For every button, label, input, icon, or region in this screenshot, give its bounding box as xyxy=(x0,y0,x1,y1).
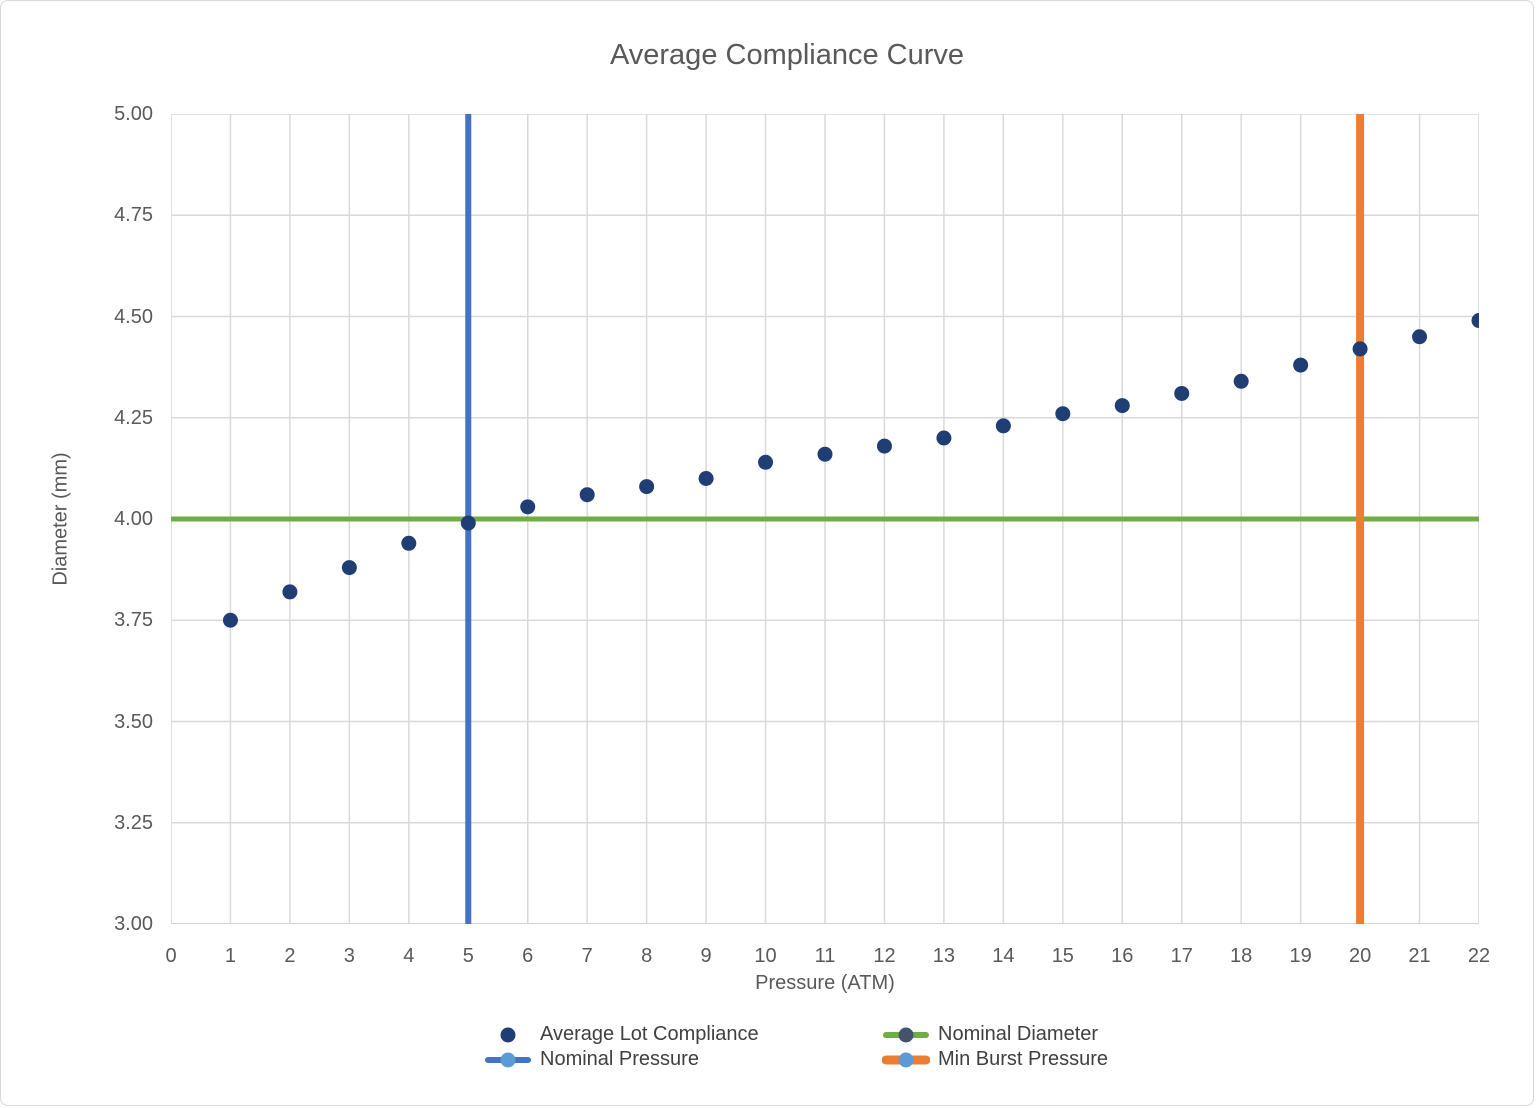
x-tick-label: 15 xyxy=(1051,945,1074,967)
x-tick-label: 18 xyxy=(1230,945,1253,967)
legend-label: Nominal Diameter xyxy=(938,1023,1099,1045)
y-tick-label: 5.00 xyxy=(114,103,153,125)
data-point xyxy=(1114,398,1130,414)
data-point xyxy=(758,454,774,470)
plot-area xyxy=(171,114,1479,924)
y-tick-label: 3.50 xyxy=(114,710,153,733)
x-tick-label: 11 xyxy=(814,945,836,967)
y-tick-label: 4.00 xyxy=(114,508,153,530)
data-point xyxy=(1412,329,1428,345)
data-point xyxy=(460,515,476,531)
x-tick-label: 13 xyxy=(932,945,956,967)
x-tick-label: 2 xyxy=(284,945,296,967)
x-tick-label: 5 xyxy=(462,945,474,967)
x-tick-label: 8 xyxy=(641,945,653,967)
legend-label: Min Burst Pressure xyxy=(938,1048,1109,1070)
data-point xyxy=(222,612,238,628)
line-marker-icon xyxy=(882,1027,930,1043)
x-tick-label: 14 xyxy=(992,945,1015,967)
y-tick-label: 4.75 xyxy=(114,204,153,227)
data-point xyxy=(1352,341,1368,357)
legend-item-nominal-pressure: Nominal Pressure xyxy=(484,1047,882,1072)
x-tick-label: 9 xyxy=(700,945,712,967)
legend-item-average-lot-compliance: Average Lot Compliance xyxy=(484,1022,882,1047)
scatter-marker-icon xyxy=(484,1027,532,1043)
x-tick-label: 21 xyxy=(1408,945,1431,967)
x-tick-label: 4 xyxy=(403,945,415,967)
data-point xyxy=(817,446,833,462)
data-point xyxy=(639,479,655,495)
y-tick-label: 3.25 xyxy=(114,811,153,834)
y-tick-label: 3.00 xyxy=(114,913,153,935)
legend-item-min-burst-pressure: Min Burst Pressure xyxy=(881,1047,1109,1072)
x-tick-label: 6 xyxy=(522,945,534,967)
data-point xyxy=(698,471,714,486)
chart-legend: Average Lot Compliance Nominal Diameter No… xyxy=(484,1022,1108,1072)
data-point xyxy=(1233,373,1249,389)
data-point xyxy=(1055,406,1071,422)
chart-title: Average Compliance Curve xyxy=(609,39,965,71)
data-point xyxy=(1293,357,1309,373)
data-point xyxy=(579,487,595,503)
legend-item-nominal-diameter: Nominal Diameter xyxy=(882,1022,1108,1047)
line-marker-icon xyxy=(484,1052,532,1068)
data-point xyxy=(401,535,417,551)
data-point xyxy=(1174,385,1190,401)
x-tick-label: 7 xyxy=(581,945,593,967)
x-tick-label: 17 xyxy=(1170,945,1193,967)
y-axis-title: Diameter (mm) xyxy=(49,452,72,586)
line-marker-icon xyxy=(881,1052,931,1068)
x-tick-label: 16 xyxy=(1111,945,1134,967)
data-point xyxy=(520,499,536,515)
data-point xyxy=(995,418,1011,434)
data-point xyxy=(1471,313,1479,329)
data-point xyxy=(341,560,357,576)
legend-label: Average Lot Compliance xyxy=(540,1023,759,1045)
x-tick-label: 3 xyxy=(343,945,355,967)
y-tick-label: 4.50 xyxy=(114,305,153,328)
data-point xyxy=(282,584,298,600)
x-axis-title: Pressure (ATM) xyxy=(755,972,895,994)
x-tick-label: 19 xyxy=(1289,945,1312,967)
data-point xyxy=(936,430,952,446)
x-tick-label: 10 xyxy=(754,945,777,967)
x-tick-label: 22 xyxy=(1467,945,1491,967)
legend-label: Nominal Pressure xyxy=(540,1048,699,1070)
x-tick-label: 12 xyxy=(873,945,896,967)
x-tick-label: 1 xyxy=(224,945,237,967)
x-tick-label: 0 xyxy=(165,945,177,967)
y-tick-label: 3.75 xyxy=(114,609,153,632)
data-point xyxy=(876,438,892,454)
y-tick-label: 4.25 xyxy=(114,406,153,429)
x-tick-label: 20 xyxy=(1348,945,1372,967)
